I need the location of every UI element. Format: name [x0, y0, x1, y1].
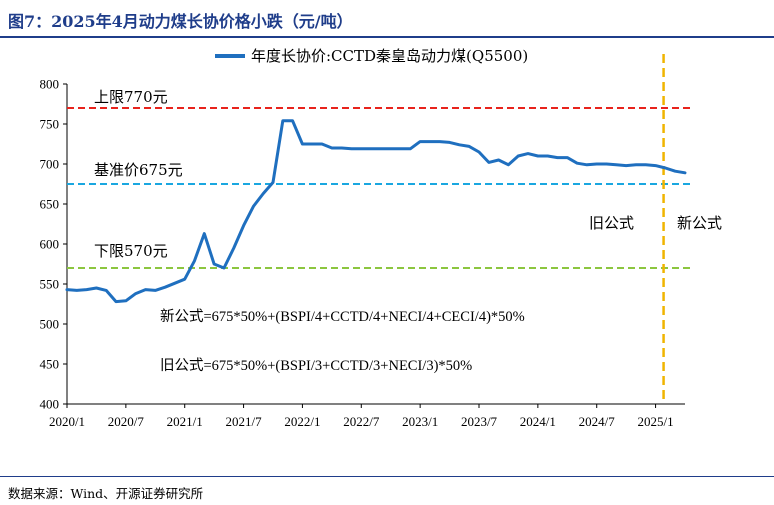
y-tick-label: 800 — [40, 77, 60, 92]
legend-label: 年度长协价:CCTD秦皇岛动力煤(Q5500) — [251, 47, 528, 65]
new-formula-marker-label: 新公式 — [677, 214, 722, 232]
y-tick-label: 550 — [40, 277, 60, 292]
x-tick-label: 2023/7 — [461, 414, 498, 429]
series-line — [65, 119, 687, 304]
x-tick-label: 2022/1 — [284, 414, 320, 429]
x-tick-label: 2025/1 — [638, 414, 674, 429]
ref-label-lower: 下限570元 — [94, 242, 168, 260]
data-source: 数据来源：Wind、开源证券研究所 — [8, 486, 204, 501]
y-tick-label: 400 — [40, 397, 60, 412]
x-tick-label: 2021/1 — [167, 414, 203, 429]
y-tick-label: 700 — [40, 157, 60, 172]
x-tick-label: 2020/7 — [108, 414, 145, 429]
x-tick-label: 2020/1 — [49, 414, 85, 429]
footer-rule — [0, 476, 774, 477]
x-tick-label: 2022/7 — [343, 414, 380, 429]
y-tick-label: 750 — [40, 117, 60, 132]
old-formula-annotation: 旧公式=675*50%+(BSPI/3+CCTD/3+NECI/3)*50% — [160, 357, 472, 374]
y-tick-label: 450 — [40, 357, 60, 372]
y-tick-label: 650 — [40, 197, 60, 212]
y-tick-label: 500 — [40, 317, 60, 332]
line-chart: 年度长协价:CCTD秦皇岛动力煤(Q5500) 400 450 500 550 600 6… — [40, 47, 723, 429]
chart-title: 图7：2025年4月动力煤长协价格小跌（元/吨） — [8, 12, 353, 31]
new-formula-annotation: 新公式=675*50%+(BSPI/4+CCTD/4+NECI/4+CECI/4… — [160, 308, 525, 325]
chart-legend: 年度长协价:CCTD秦皇岛动力煤(Q5500) — [215, 47, 528, 65]
title-rule — [0, 36, 774, 38]
ref-label-upper: 上限770元 — [94, 88, 168, 106]
ref-label-base: 基准价675元 — [94, 161, 183, 179]
x-tick-label: 2021/7 — [226, 414, 263, 429]
x-tick-label: 2023/1 — [402, 414, 438, 429]
y-tick-label: 600 — [40, 237, 60, 252]
old-formula-marker-label: 旧公式 — [589, 214, 634, 232]
x-tick-label: 2024/1 — [520, 414, 556, 429]
x-tick-label: 2024/7 — [579, 414, 616, 429]
